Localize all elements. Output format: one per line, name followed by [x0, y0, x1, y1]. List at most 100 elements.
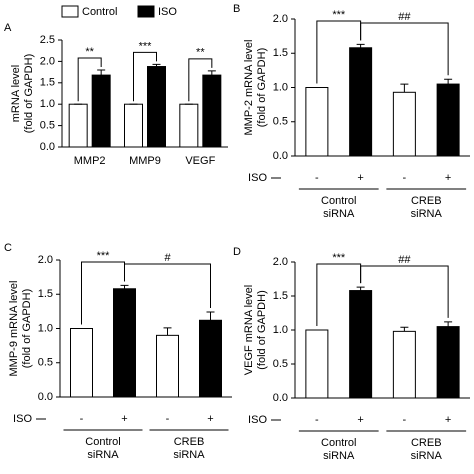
- y-axis-label: VEGF mRNA level: [243, 285, 255, 375]
- significance-label: ##: [398, 254, 411, 266]
- error-bar: [356, 286, 365, 291]
- x-tick-label: MMP2: [74, 155, 106, 167]
- x-tick-label: MMP9: [129, 155, 161, 167]
- significance-label: ***: [332, 9, 346, 21]
- bar: [147, 66, 166, 148]
- error-bar: [356, 43, 365, 48]
- significance-label: **: [196, 47, 205, 59]
- group-label: CREB: [174, 436, 205, 448]
- group-label: siRNA: [411, 450, 443, 462]
- bar: [199, 319, 222, 398]
- x-tick-label: -: [315, 414, 319, 426]
- bar: [70, 328, 93, 398]
- panel-label: A: [4, 22, 12, 34]
- significance-label: ##: [398, 11, 411, 23]
- legend-swatch: [137, 5, 155, 18]
- y-tick-label: 0.5: [273, 116, 288, 128]
- y-tick-label: 2.0: [273, 13, 288, 25]
- group-label: siRNA: [323, 208, 355, 220]
- x-tick-label: -: [315, 172, 319, 184]
- group-label: siRNA: [173, 449, 205, 461]
- y-tick-label: 2.0: [38, 254, 53, 266]
- group-label: siRNA: [323, 450, 355, 462]
- significance-bracket: [360, 22, 449, 76]
- bar: [202, 74, 222, 148]
- error-bar: [444, 321, 453, 327]
- significance-label: ***: [97, 250, 111, 262]
- x-tick-label: +: [445, 172, 451, 184]
- significance-label: ***: [332, 252, 346, 264]
- y-tick-label: 0.5: [40, 120, 55, 132]
- y-axis-label: MMP-2 mRNA level: [243, 40, 255, 136]
- x-tick-label: +: [445, 414, 451, 426]
- significance-bracket: [360, 265, 449, 318]
- y-tick-label: 0.5: [38, 357, 53, 369]
- bar: [436, 83, 460, 157]
- bar: [305, 87, 329, 157]
- y-tick-label: 0.0: [273, 392, 288, 404]
- x-tick-label: -: [403, 414, 407, 426]
- panel-label: B: [233, 3, 240, 15]
- y-tick-label: 1.0: [273, 81, 288, 93]
- significance-bracket: [188, 58, 213, 102]
- x-tick-label: +: [207, 413, 213, 425]
- x-tick-label: +: [357, 172, 363, 184]
- legend-label: ISO: [158, 6, 177, 18]
- group-label: siRNA: [87, 449, 119, 461]
- y-tick-label: 0.0: [40, 141, 55, 153]
- y-tick-label: 2.0: [273, 256, 288, 268]
- significance-bracket: [77, 57, 102, 102]
- bar: [179, 103, 199, 148]
- error-bar: [444, 78, 453, 85]
- group-label: CREB: [411, 437, 442, 449]
- group-label: CREB: [411, 195, 442, 207]
- y-tick-label: 0.0: [38, 391, 53, 403]
- y-tick-label: 1.0: [40, 98, 55, 110]
- y-axis-label: MMP-9 mRNA level: [8, 281, 20, 377]
- x-tick-label: -: [166, 413, 170, 425]
- bar: [91, 74, 111, 148]
- bar: [68, 103, 88, 148]
- bar: [349, 47, 373, 157]
- y-axis-label: (fold of GAPDH): [256, 48, 268, 127]
- x-tick-label: +: [121, 413, 127, 425]
- y-axis-label: (fold of GAPDH): [23, 54, 35, 133]
- error-bar: [207, 70, 216, 76]
- x-tick-label: -: [80, 413, 84, 425]
- error-bar: [97, 69, 106, 76]
- group-label: Control: [321, 437, 356, 449]
- bar: [392, 91, 416, 157]
- error-bar: [163, 327, 172, 336]
- error-bar: [152, 63, 161, 67]
- significance-label: #: [164, 252, 171, 264]
- error-bar: [206, 311, 215, 321]
- legend-swatch: [61, 5, 79, 18]
- bar: [436, 326, 460, 399]
- y-tick-label: 2.0: [40, 55, 55, 67]
- panel-label: C: [4, 242, 12, 254]
- y-tick-label: 2.5: [40, 34, 55, 46]
- bar: [124, 103, 143, 148]
- y-axis-label: mRNA level: [10, 65, 22, 122]
- error-bar: [400, 326, 409, 332]
- bar: [113, 288, 136, 398]
- bar: [156, 334, 179, 398]
- group-label: Control: [85, 436, 120, 448]
- error-bar: [400, 83, 409, 93]
- bar: [392, 330, 416, 399]
- x-row-label: ISO: [248, 172, 267, 184]
- y-tick-label: 1.0: [38, 322, 53, 334]
- bar: [305, 329, 329, 399]
- y-axis-label: (fold of GAPDH): [256, 290, 268, 369]
- significance-bracket: [124, 263, 211, 309]
- y-tick-label: 1.0: [273, 324, 288, 336]
- significance-bracket: [133, 51, 157, 102]
- group-label: Control: [321, 195, 356, 207]
- y-tick-label: 0.5: [273, 358, 288, 370]
- y-axis-label: (fold of GAPDH): [21, 289, 33, 368]
- y-tick-label: 1.5: [273, 47, 288, 59]
- y-tick-label: 1.5: [40, 77, 55, 89]
- y-tick-label: 0.0: [273, 150, 288, 162]
- legend-label: Control: [82, 6, 117, 18]
